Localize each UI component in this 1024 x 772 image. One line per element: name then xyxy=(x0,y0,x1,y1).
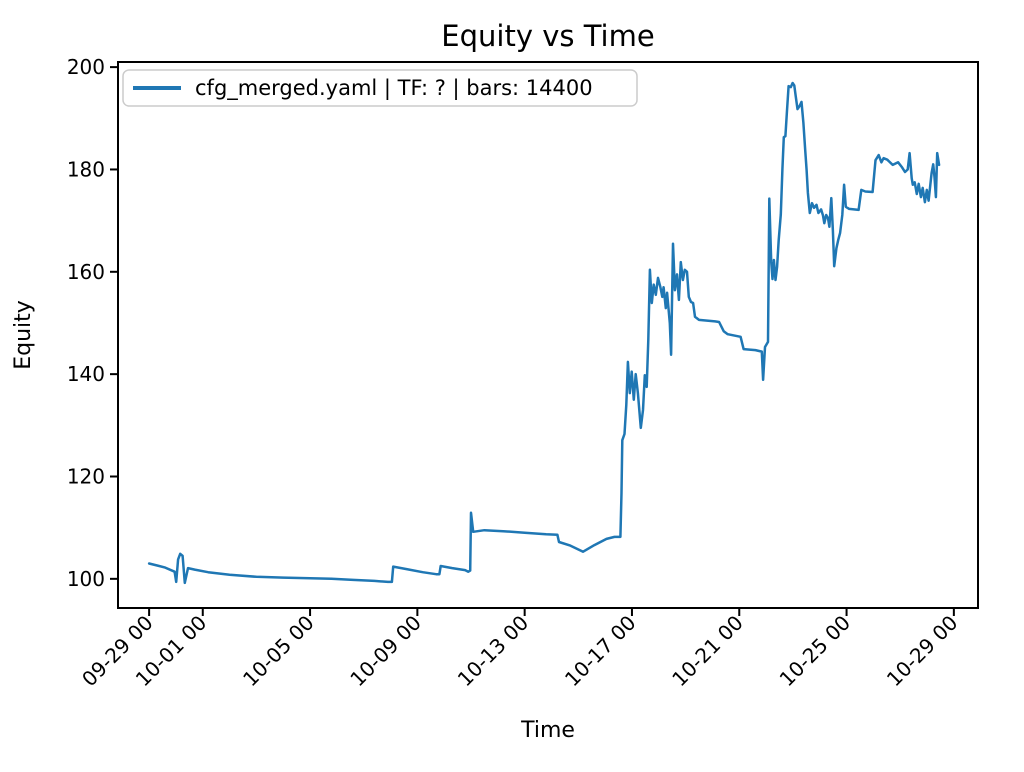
axes-spines xyxy=(117,61,979,609)
x-axis-label: Time xyxy=(520,718,575,743)
chart-title: Equity vs Time xyxy=(441,19,654,53)
legend-box xyxy=(122,69,638,107)
y-tick-label: 180 xyxy=(67,157,105,181)
legend-label: cfg_merged.yaml | TF: ? | bars: 14400 xyxy=(195,76,593,101)
y-tick-label: 120 xyxy=(67,464,105,488)
series-group xyxy=(147,81,941,585)
y-tick-label: 160 xyxy=(67,260,105,284)
legend: cfg_merged.yaml | TF: ? | bars: 14400 xyxy=(122,69,638,107)
y-axis-label: Equity xyxy=(11,300,36,370)
y-tick-label: 140 xyxy=(67,362,105,386)
y-axis-ticks: 100 120 140 160 180 200 xyxy=(67,55,118,591)
equity-line xyxy=(147,81,941,585)
y-tick-label: 100 xyxy=(67,567,105,591)
y-tick-label: 200 xyxy=(67,55,105,79)
